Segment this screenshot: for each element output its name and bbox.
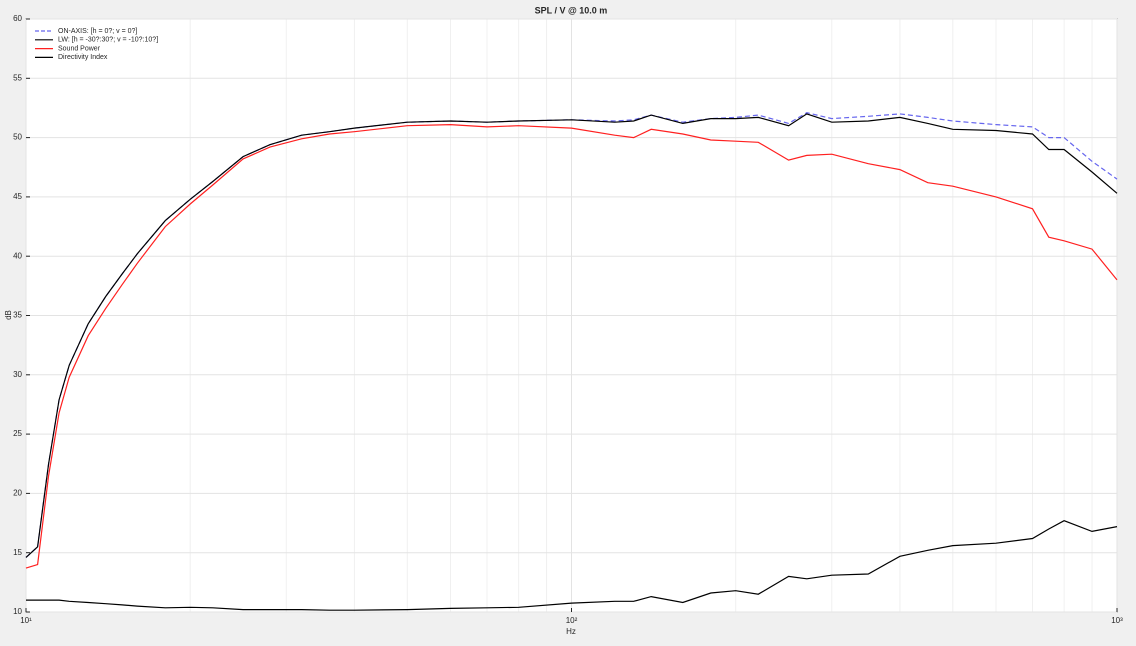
y-tick-label: 35 xyxy=(13,311,22,320)
x-tick-label: 10³ xyxy=(1111,616,1123,625)
y-tick-label: 45 xyxy=(13,192,22,201)
y-tick-label: 20 xyxy=(13,489,22,498)
x-tick-label: 10¹ xyxy=(20,616,32,625)
series-line xyxy=(25,123,1118,569)
chart-title: SPL / V @ 10.0 m xyxy=(535,5,608,15)
legend-label: Directivity Index xyxy=(58,54,108,61)
legend-label: LW: [h = -30?:30?; v = -10?:10?] xyxy=(58,37,158,44)
legend-label: Sound Power xyxy=(58,45,101,52)
series-line xyxy=(25,113,1118,558)
y-axis-label: dB xyxy=(4,310,13,320)
y-tick-label: 10 xyxy=(13,607,22,616)
y-tick-label: 40 xyxy=(13,251,22,260)
series-line xyxy=(25,112,1118,558)
y-tick-label: 30 xyxy=(13,370,22,379)
y-tick-label: 25 xyxy=(13,429,22,438)
y-tick-label: 15 xyxy=(13,548,22,557)
x-axis-label: Hz xyxy=(566,627,576,636)
y-tick-label: 50 xyxy=(13,133,22,142)
grid xyxy=(25,18,1118,613)
legend-label: ON-AXIS: [h = 0?; v = 0?] xyxy=(58,28,137,35)
x-tick-label: 10² xyxy=(566,616,578,625)
y-tick-label: 60 xyxy=(13,14,22,23)
y-tick-label: 55 xyxy=(13,73,22,82)
series-line xyxy=(26,520,1118,611)
